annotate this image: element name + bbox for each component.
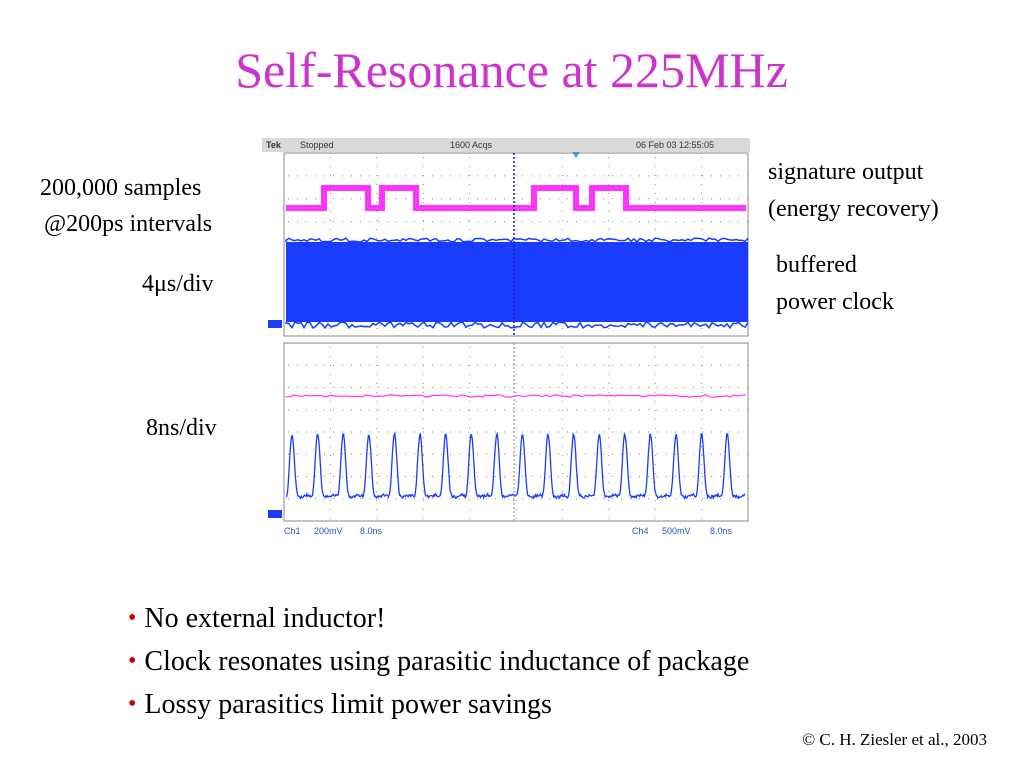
footer-ch4-time: 8.0ns — [710, 524, 732, 538]
signature-label-line2: (energy recovery) — [768, 193, 939, 225]
footer-ch4-scale: 500mV — [662, 524, 691, 538]
bullet-item: • Clock resonates using parasitic inducta… — [128, 641, 749, 684]
bullet-item: • Lossy parasitics limit power savings — [128, 684, 749, 727]
ch1-marker-bottom-icon — [268, 510, 282, 518]
footer-ch1: Ch1 — [284, 524, 301, 538]
footer-ch4: Ch4 — [632, 524, 649, 538]
ch1-marker-top-icon — [268, 320, 282, 328]
bullet-dot-icon: • — [128, 605, 136, 631]
bullet-list: • No external inductor! • Clock resonates … — [128, 598, 749, 727]
bullet-dot-icon: • — [128, 691, 136, 717]
samples-label: 200,000 samples — [40, 172, 201, 204]
clock-trace-band — [286, 242, 748, 322]
buffered-label-line2: power clock — [776, 286, 894, 318]
timebase-top-label: 4μs/div — [142, 268, 214, 300]
footer-ch1-scale: 200mV — [314, 524, 343, 538]
copyright-credit: © C. H. Ziesler et al., 2003 — [802, 730, 987, 750]
bullet-text: No external inductor! — [144, 603, 385, 634]
bullet-text: Clock resonates using parasitic inductan… — [144, 646, 749, 677]
scope-display — [262, 138, 750, 542]
intervals-label: @200ps intervals — [44, 208, 212, 240]
timebase-bottom-label: 8ns/div — [146, 412, 217, 444]
clock-trace-bottom — [286, 433, 745, 498]
bullet-dot-icon: • — [128, 648, 136, 674]
bullet-text: Lossy parasitics limit power savings — [144, 689, 552, 720]
buffered-label-line1: buffered — [776, 249, 857, 281]
signature-trace-bottom — [286, 395, 746, 397]
signature-trace-top — [286, 188, 746, 208]
footer-ch1-time: 8.0ns — [360, 524, 382, 538]
scope-footer: Ch1 200mV 8.0ns Ch4 500mV 8.0ns — [262, 524, 750, 538]
oscilloscope-capture: Tek Stopped 1600 Acqs 06 Feb 03 12:55:05… — [262, 138, 750, 542]
bullet-item: • No external inductor! — [128, 598, 749, 641]
slide-title: Self-Resonance at 225MHz — [0, 40, 1023, 100]
signature-label-line1: signature output — [768, 156, 923, 188]
